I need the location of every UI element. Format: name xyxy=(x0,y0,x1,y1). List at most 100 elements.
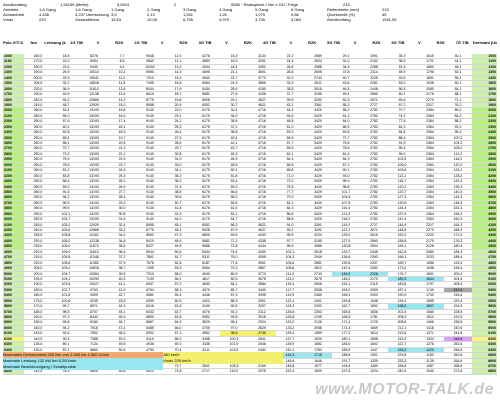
table-cell: 13193 xyxy=(89,206,99,211)
table-cell: 2364 xyxy=(426,141,434,145)
table-cell: 216,4 xyxy=(453,293,463,298)
table-cell: 18,1 xyxy=(118,124,126,129)
table-cell: 245,0 xyxy=(33,222,43,227)
rpm-cell: 5900 xyxy=(3,320,24,325)
table-cell: 4716 xyxy=(258,168,266,173)
table-cell: 2175 xyxy=(426,238,434,243)
table-cell: 1447 xyxy=(370,347,378,352)
rpm-cell: 6800 xyxy=(472,369,497,374)
rpm-cell: 6400 xyxy=(3,347,24,353)
table-cell: 144,3 xyxy=(453,195,463,200)
rpm-cell: 3500 xyxy=(3,189,24,195)
table-cell: 25,9 xyxy=(230,86,238,91)
rpm-cell: 5700 xyxy=(472,309,497,314)
table-cell: 184,4 xyxy=(453,249,463,254)
table-cell: 56,1 xyxy=(454,75,462,80)
table-cell: 10818 xyxy=(89,81,99,86)
table-row: 1600 220,0 36,9 11610 12,6 8044 17,6 5434 25,9 41… xyxy=(3,86,497,93)
table-cell: 2364 xyxy=(426,173,434,178)
table-cell: 2452 xyxy=(258,347,266,352)
table-cell: 53,0 xyxy=(398,81,406,86)
watermark: www.MOTOR-TALK.de xyxy=(315,381,494,398)
table-cell: 72,8 xyxy=(230,244,238,249)
header-cell: 2 xyxy=(174,2,177,7)
table-cell: 1087 xyxy=(426,363,434,368)
table-cell: 58,2 xyxy=(342,108,350,113)
table-cell: 233,3 xyxy=(397,358,407,363)
table-cell: 2782 xyxy=(370,124,378,129)
table-cell: 6175 xyxy=(202,189,210,194)
table-cell: 86,4 xyxy=(62,179,70,184)
table-cell: 2538 xyxy=(314,287,322,292)
table-cell: 205,0 xyxy=(397,315,407,319)
table-cell: 2782 xyxy=(370,195,378,200)
table-row: 2300 250,0 60,2 13193 18,1 9140 25,3 6175 37,2 47… xyxy=(3,124,497,131)
column-header: Drehzahl (U/min) xyxy=(472,40,497,45)
table-cell: 126,6 xyxy=(285,309,295,314)
table-cell: 128,2 xyxy=(453,173,463,178)
table-cell: 52,8 xyxy=(174,260,182,265)
table-cell: 105,6 xyxy=(61,228,71,232)
table-cell: 250,0 xyxy=(33,179,43,184)
table-cell: 6764 xyxy=(146,287,154,292)
table-cell: 6175 xyxy=(202,151,210,156)
table-cell: 180,4 xyxy=(453,244,463,249)
table-cell: 22,2 xyxy=(286,54,294,58)
table-cell: 63,8 xyxy=(174,315,182,319)
table-cell: 10027 xyxy=(89,282,99,287)
table-cell: 200,0 xyxy=(33,271,43,276)
header-cell: 0,86 xyxy=(291,12,299,17)
table-cell: 6175 xyxy=(202,217,210,222)
table-cell: 2364 xyxy=(426,119,434,124)
table-cell: 84,3 xyxy=(286,206,294,211)
rpm-cell: 3900 xyxy=(472,211,497,217)
column-header: Leistung (kW) xyxy=(44,40,66,45)
table-cell: 250,0 xyxy=(33,151,43,156)
rpm-cell: 1300 xyxy=(472,70,497,75)
table-cell: 7861 xyxy=(146,255,154,260)
table-cell: 116,7 xyxy=(397,179,407,184)
table-cell: 26,9 xyxy=(118,184,126,189)
footer-speed: 180 km/h xyxy=(163,352,283,358)
table-cell: 13193 xyxy=(89,211,99,216)
table-cell: 170,0 xyxy=(33,304,43,309)
table-cell: 55,0 xyxy=(62,113,70,118)
column-header: V xyxy=(353,40,357,45)
header-cell: 1 Gang xyxy=(111,7,125,12)
table-row: 5100 195,0 104,1 10290 40,3 7130 56,1 4817 82,5 3… xyxy=(3,276,497,283)
table-cell: 2364 xyxy=(426,184,434,189)
table-cell: 4055 xyxy=(258,255,266,260)
table-cell: 1229 xyxy=(416,347,444,353)
table-cell: 34,1 xyxy=(174,168,182,173)
table-cell: 13193 xyxy=(89,173,99,178)
table-cell: 75,6 xyxy=(342,141,350,145)
table-cell: 8707 xyxy=(90,309,98,314)
table-cell: 3429 xyxy=(314,141,322,145)
table-cell: 250,0 xyxy=(33,200,43,205)
table-cell: 152,0 xyxy=(397,233,407,238)
table-cell: 2059 xyxy=(370,287,378,292)
table-cell: 245,0 xyxy=(33,102,43,107)
table-cell: 2782 xyxy=(370,157,378,162)
rpm-cell: 1300 xyxy=(3,70,24,75)
header-cell: 229 xyxy=(39,17,46,22)
table-row: 3000 250,0 78,5 13193 23,7 9140 33,0 6175 48,5 47… xyxy=(3,162,497,169)
table-cell: 20,5 xyxy=(118,141,126,145)
table-cell: 5667 xyxy=(146,320,154,325)
table-cell: 51,7 xyxy=(174,255,182,260)
table-cell: 2782 xyxy=(370,211,378,216)
table-cell: 250,0 xyxy=(33,162,43,167)
table-cell: 11,8 xyxy=(118,81,126,86)
table-cell: 13193 xyxy=(89,119,99,124)
table-cell: 196,4 xyxy=(453,266,463,271)
table-cell: 58,2 xyxy=(230,195,238,200)
table-cell: 55,0 xyxy=(174,271,182,276)
table-cell: 2364 xyxy=(426,162,434,167)
footer-note: Maximales Drehmoment 250 Nm von 2.000 bi… xyxy=(3,352,163,358)
rpm-cell: 2100 xyxy=(3,113,24,119)
rpm-cell: 3600 xyxy=(472,195,497,200)
table-cell: 210,0 xyxy=(33,260,43,265)
table-cell: 29,1 xyxy=(342,54,350,58)
table-cell: 57,7 xyxy=(286,141,294,145)
rpm-cell: 4700 xyxy=(3,255,24,260)
